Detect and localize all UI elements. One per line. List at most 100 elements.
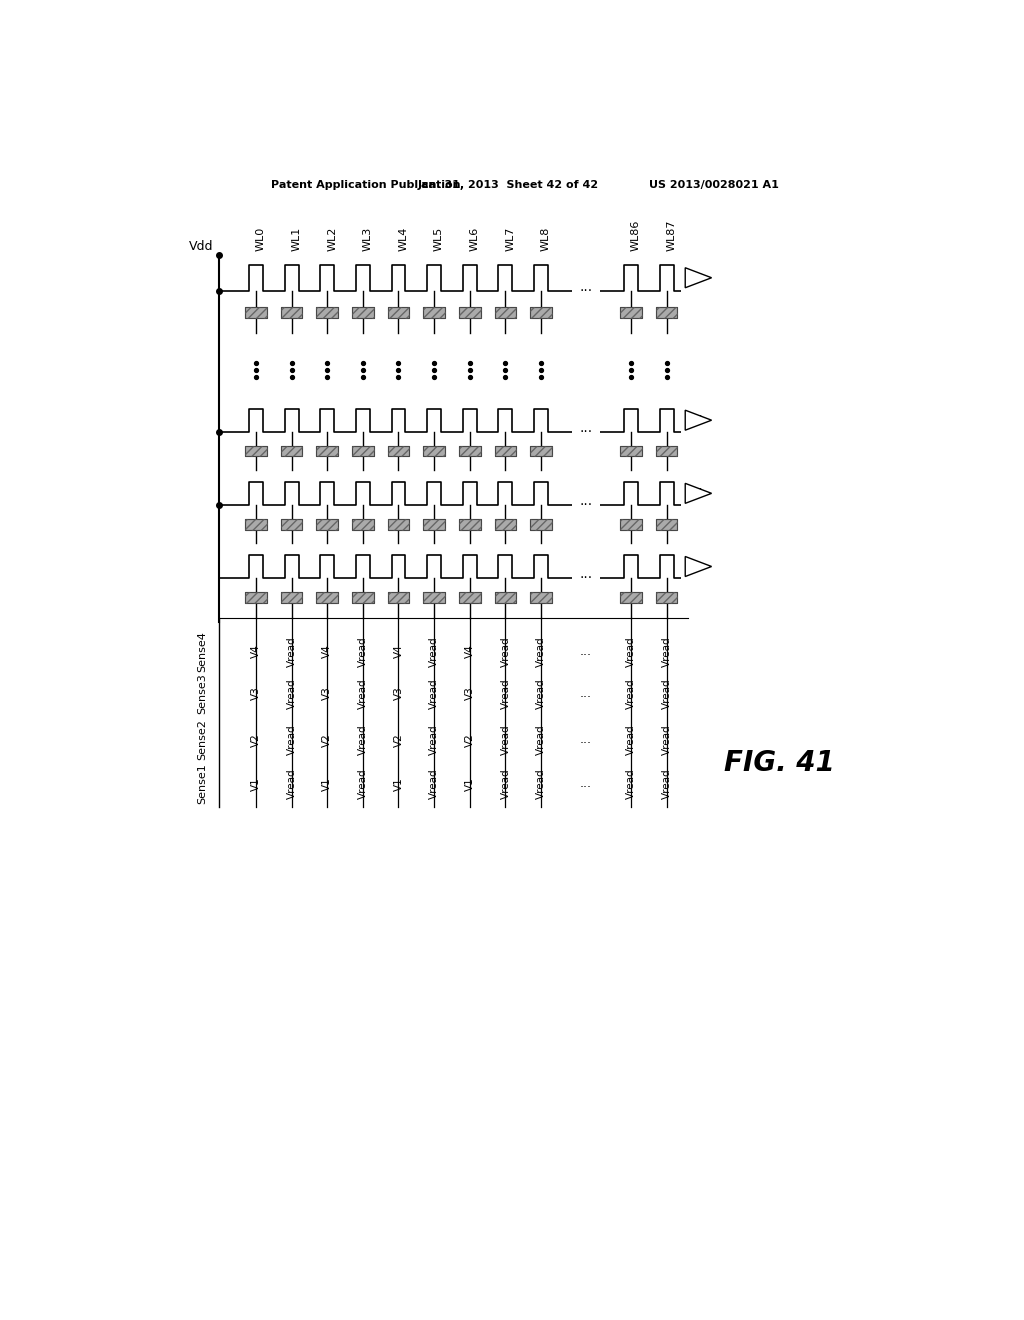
Text: WL86: WL86 [631,219,641,251]
Bar [495,308,516,318]
Bar [281,308,302,318]
Bar [495,591,516,603]
Text: V1: V1 [323,776,332,791]
Bar [459,591,480,603]
Text: Vread: Vread [501,768,510,799]
Text: Vdd: Vdd [188,240,213,253]
Text: WL7: WL7 [506,227,515,251]
Bar [245,308,266,318]
Bar [388,591,410,603]
Text: Vread: Vread [537,678,546,709]
Text: SA: SA [689,273,705,282]
Bar [621,308,642,318]
Bar [459,308,480,318]
Text: V1: V1 [393,776,403,791]
Text: V1: V1 [465,776,475,791]
Bar [245,446,266,457]
Text: Vread: Vread [287,636,297,667]
Bar [388,519,410,529]
Bar [352,519,374,529]
Bar [621,591,642,603]
Text: WL5: WL5 [434,227,444,251]
Bar [530,519,552,529]
Bar [352,591,374,603]
Text: ...: ... [580,644,592,657]
Bar [459,308,480,318]
Text: V2: V2 [323,733,332,747]
Text: Vread: Vread [501,678,510,709]
Bar [316,446,338,457]
Bar [316,519,338,529]
Text: Vread: Vread [626,678,636,709]
Text: V1: V1 [251,776,261,791]
Text: Vread: Vread [662,725,672,755]
Text: V3: V3 [251,686,261,701]
Bar [316,446,338,457]
Bar [245,308,266,318]
Text: Vread: Vread [429,725,439,755]
Text: WL2: WL2 [328,227,337,251]
Bar [423,591,445,603]
Bar [423,591,445,603]
Bar [530,591,552,603]
Bar [352,446,374,457]
Text: Vread: Vread [501,725,510,755]
Text: WL3: WL3 [362,227,373,251]
Text: ...: ... [580,686,592,700]
Bar [459,519,480,529]
Polygon shape [685,268,712,288]
Text: V2: V2 [393,733,403,747]
Text: Vread: Vread [662,768,672,799]
Bar [655,591,678,603]
Text: Vread: Vread [287,678,297,709]
Bar [495,519,516,529]
Bar [530,519,552,529]
Text: ...: ... [580,777,592,791]
Bar [388,446,410,457]
Text: Vread: Vread [357,678,368,709]
Text: WL0: WL0 [256,227,266,251]
Bar [281,591,302,603]
Text: SA: SA [689,488,705,499]
Bar [352,308,374,318]
Bar [388,308,410,318]
Bar [423,308,445,318]
Bar [621,446,642,457]
Text: Sense4: Sense4 [198,631,208,672]
Text: V2: V2 [251,733,261,747]
Text: Vread: Vread [537,768,546,799]
Text: Vread: Vread [626,725,636,755]
Bar [655,446,678,457]
Text: Vread: Vread [626,636,636,667]
Bar [655,446,678,457]
Bar [423,519,445,529]
Text: SA: SA [689,561,705,572]
Polygon shape [685,557,712,577]
Bar [281,446,302,457]
Bar [316,519,338,529]
Text: V4: V4 [323,644,332,659]
Text: FIG. 41: FIG. 41 [724,748,835,777]
Text: Vread: Vread [287,725,297,755]
Text: Patent Application Publication: Patent Application Publication [271,181,461,190]
Bar [388,446,410,457]
Bar [655,308,678,318]
Bar [459,591,480,603]
Text: Jan. 31, 2013  Sheet 42 of 42: Jan. 31, 2013 Sheet 42 of 42 [417,181,598,190]
Bar [245,519,266,529]
Text: ...: ... [580,494,593,508]
Bar [655,519,678,529]
Text: Vread: Vread [357,768,368,799]
Bar [655,591,678,603]
Text: ...: ... [580,280,593,294]
Bar [495,519,516,529]
Polygon shape [685,411,712,430]
Bar [352,308,374,318]
Bar [281,308,302,318]
Bar [281,519,302,529]
Bar [621,519,642,529]
Bar [655,308,678,318]
Text: V4: V4 [251,644,261,659]
Text: Vread: Vread [429,768,439,799]
Bar [423,446,445,457]
